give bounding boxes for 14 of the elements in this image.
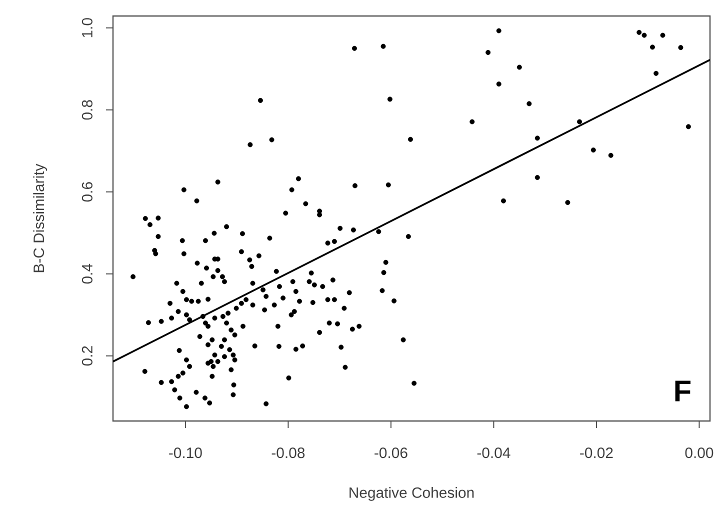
y-tick-label: 0.6 <box>82 182 92 202</box>
y-tick-label: 0.2 <box>82 346 92 366</box>
y-tick-label: 0.8 <box>82 100 92 120</box>
x-tick-label: -0.08 <box>272 448 305 458</box>
annotation: F <box>675 380 690 402</box>
x-tick-label: -0.10 <box>169 448 202 458</box>
x-axis-title: Negative Cohesion <box>350 486 474 501</box>
x-tick-label: -0.06 <box>374 448 408 458</box>
x-tick-label: -0.04 <box>477 448 510 458</box>
y-tick-label: 1.0 <box>82 18 92 38</box>
y-axis-title: B-C Dissimilarity <box>33 164 48 272</box>
y-tick-label: 0.4 <box>82 264 92 284</box>
x-tick-label: -0.02 <box>580 448 613 458</box>
x-tick-label: 0.00 <box>685 448 714 458</box>
